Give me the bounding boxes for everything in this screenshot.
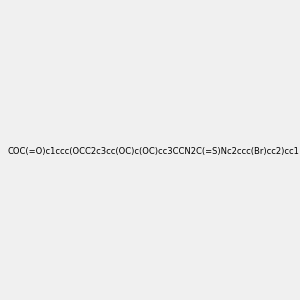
Text: COC(=O)c1ccc(OCC2c3cc(OC)c(OC)cc3CCN2C(=S)Nc2ccc(Br)cc2)cc1: COC(=O)c1ccc(OCC2c3cc(OC)c(OC)cc3CCN2C(=… xyxy=(8,147,300,156)
